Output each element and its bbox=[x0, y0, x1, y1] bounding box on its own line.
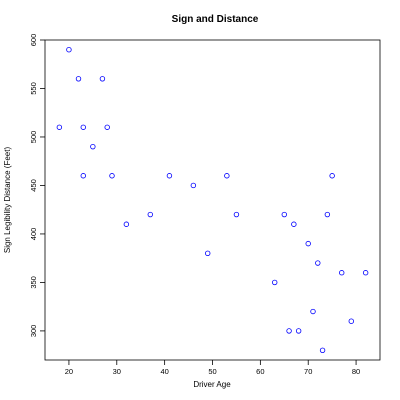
y-axis-ticks: 300 350 400 450 500 550 600 bbox=[29, 34, 45, 337]
y-axis-label: Sign Legibility Distance (Feet) bbox=[3, 147, 12, 254]
data-point bbox=[123, 221, 130, 227]
data-point bbox=[109, 173, 115, 179]
data-point bbox=[190, 182, 197, 189]
x-tick-label: 40 bbox=[160, 367, 168, 376]
y-tick-label: 400 bbox=[29, 228, 38, 241]
x-axis-label: Driver Age bbox=[193, 380, 231, 389]
y-tick-label: 600 bbox=[29, 34, 38, 47]
data-point bbox=[80, 124, 86, 130]
y-tick-label: 500 bbox=[29, 131, 38, 144]
data-point bbox=[348, 318, 354, 324]
data-point bbox=[80, 173, 86, 179]
data-point bbox=[305, 240, 311, 247]
y-tick-label: 450 bbox=[29, 179, 38, 192]
data-point bbox=[324, 211, 331, 218]
data-point bbox=[66, 46, 72, 53]
data-point bbox=[319, 347, 326, 354]
plot-frame bbox=[44, 39, 381, 361]
data-point bbox=[295, 328, 302, 334]
data-point bbox=[286, 328, 292, 334]
data-point bbox=[75, 76, 82, 82]
data-point bbox=[56, 124, 63, 130]
x-tick-label: 70 bbox=[304, 367, 312, 376]
data-point bbox=[291, 221, 297, 227]
data-point bbox=[104, 124, 110, 130]
x-tick-label: 20 bbox=[65, 367, 73, 376]
data-point bbox=[224, 173, 230, 179]
data-point bbox=[362, 270, 369, 276]
chart-title: Sign and Distance bbox=[172, 14, 259, 25]
y-tick-label: 550 bbox=[29, 82, 38, 95]
y-tick-label: 300 bbox=[29, 325, 38, 338]
y-tick-label: 350 bbox=[29, 276, 38, 289]
data-point bbox=[329, 173, 335, 179]
data-point bbox=[147, 211, 153, 218]
data-point bbox=[315, 260, 321, 266]
x-axis-ticks: 20 30 40 50 60 70 80 bbox=[65, 360, 360, 376]
x-tick-label: 30 bbox=[113, 367, 121, 376]
data-point bbox=[166, 173, 173, 179]
data-point bbox=[233, 211, 240, 218]
data-point bbox=[281, 211, 287, 218]
data-points bbox=[56, 46, 369, 354]
x-tick-label: 60 bbox=[256, 367, 264, 376]
data-point bbox=[339, 270, 345, 276]
data-point bbox=[272, 279, 278, 286]
x-tick-label: 80 bbox=[352, 367, 360, 376]
x-tick-label: 50 bbox=[208, 367, 216, 376]
data-point bbox=[310, 308, 316, 315]
data-point bbox=[99, 76, 106, 82]
data-point bbox=[205, 250, 211, 257]
data-point bbox=[90, 143, 96, 150]
